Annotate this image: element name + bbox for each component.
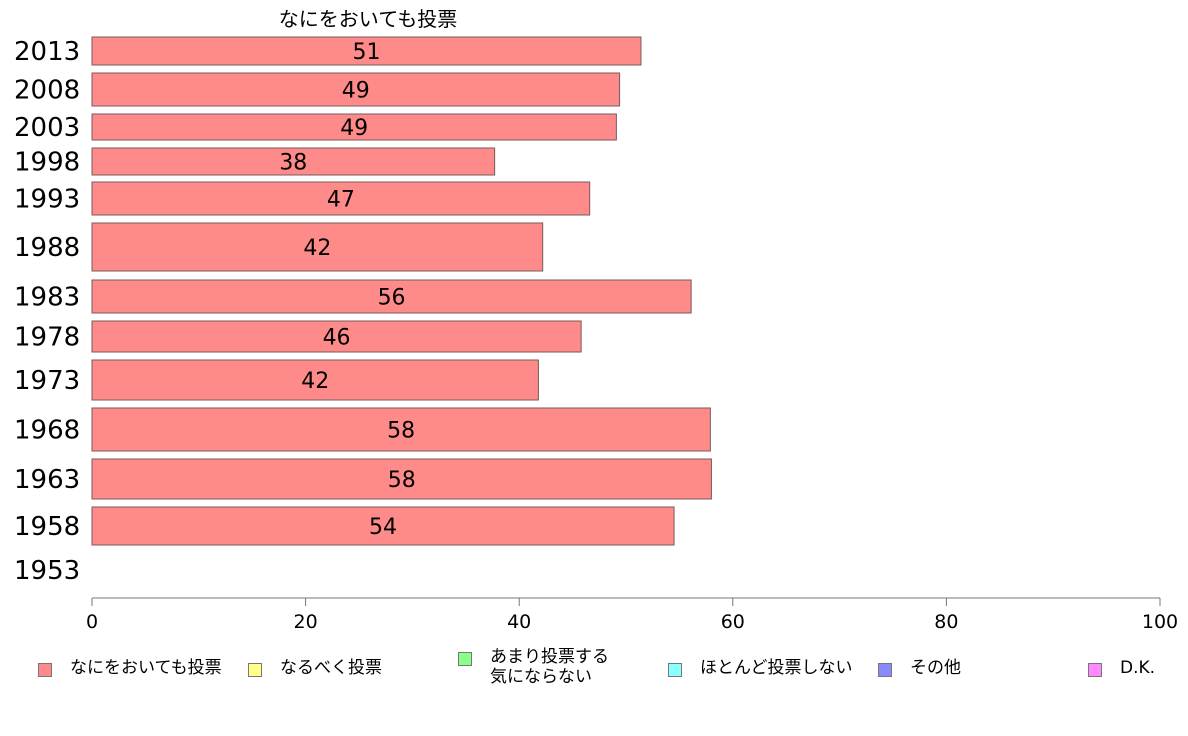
legend-item: D.K.: [1088, 658, 1155, 678]
legend-label: あまり投票する 気にならない: [490, 647, 609, 687]
legend-label: ほとんど投票しない: [700, 658, 853, 678]
legend-label: D.K.: [1120, 658, 1156, 678]
bar-value-label: 47: [327, 188, 355, 213]
y-tick-label: 1963: [14, 465, 80, 495]
y-tick-label: 1973: [14, 366, 80, 396]
y-tick-label: 1953: [14, 556, 80, 586]
bar: [91, 506, 675, 546]
bar: [91, 181, 591, 216]
bar-value-label: 42: [301, 369, 329, 394]
x-tick-label: 20: [294, 611, 318, 633]
legend-swatch: [458, 652, 472, 666]
bar-value-label: 58: [388, 468, 416, 493]
legend-item: なるべく投票: [248, 658, 382, 678]
legend-swatch: [248, 663, 262, 677]
y-tick-label: 2003: [14, 113, 80, 143]
bar-value-label: 56: [378, 286, 406, 311]
y-axis-labels: 2013 2008 2003 1998 1993 1988 1983 1978 1973 1968…: [14, 37, 80, 586]
bar: [91, 407, 711, 452]
chart-title: なにをおいても投票: [279, 7, 457, 31]
legend-swatch: [38, 663, 52, 677]
bar-value-label: 54: [369, 515, 397, 540]
bar: [91, 279, 692, 314]
bar-value-label: 46: [323, 326, 351, 351]
legend-item: なにをおいても投票: [38, 658, 222, 678]
y-tick-label: 1998: [14, 148, 80, 178]
bar-value-label: 51: [352, 40, 380, 65]
bar: [91, 113, 617, 141]
bar: [91, 72, 621, 107]
bar: [91, 320, 582, 353]
y-tick-label: 1983: [14, 283, 80, 313]
legend-item: あまり投票する 気にならない: [458, 647, 609, 687]
bar-value-label: 42: [303, 236, 331, 261]
legend-item: ほとんど投票しない: [668, 658, 853, 678]
legend-label: なにをおいても投票: [70, 658, 222, 678]
x-tick-label: 0: [86, 611, 98, 633]
y-tick-label: 1988: [14, 233, 80, 263]
legend-label: その他: [910, 658, 961, 678]
legend-swatch: [878, 663, 892, 677]
y-tick-label: 1958: [14, 512, 80, 542]
legend-swatch: [1088, 663, 1102, 677]
legend-item: その他: [878, 658, 961, 678]
x-tick-label: 40: [507, 611, 531, 633]
bar-value-label: 49: [342, 79, 370, 104]
y-tick-label: 2008: [14, 76, 80, 106]
x-tick-label: 80: [934, 611, 958, 633]
x-tick-label: 100: [1142, 611, 1178, 633]
bar: [91, 359, 539, 401]
legend: なにをおいても投票 なるべく投票 あまり投票する 気にならない ほとんど投票しない その…: [0, 645, 1188, 705]
x-axis: 0 20 40 60 80 100: [86, 597, 1178, 633]
bar: [91, 458, 712, 500]
bar-value-label: 38: [279, 151, 307, 176]
y-tick-label: 1993: [14, 185, 80, 215]
bars-group: 51 49 49 38 47 42 56 46 42 58 58 54: [91, 36, 712, 546]
bar: [91, 36, 642, 66]
bar: [91, 147, 496, 176]
bar: [91, 222, 544, 272]
legend-swatch: [668, 663, 682, 677]
y-tick-label: 2013: [14, 37, 80, 67]
bar-value-label: 58: [387, 419, 415, 444]
y-tick-label: 1968: [14, 416, 80, 446]
y-tick-label: 1978: [14, 323, 80, 353]
x-tick-label: 60: [721, 611, 745, 633]
bar-value-label: 49: [340, 116, 368, 141]
legend-label: なるべく投票: [280, 658, 382, 678]
